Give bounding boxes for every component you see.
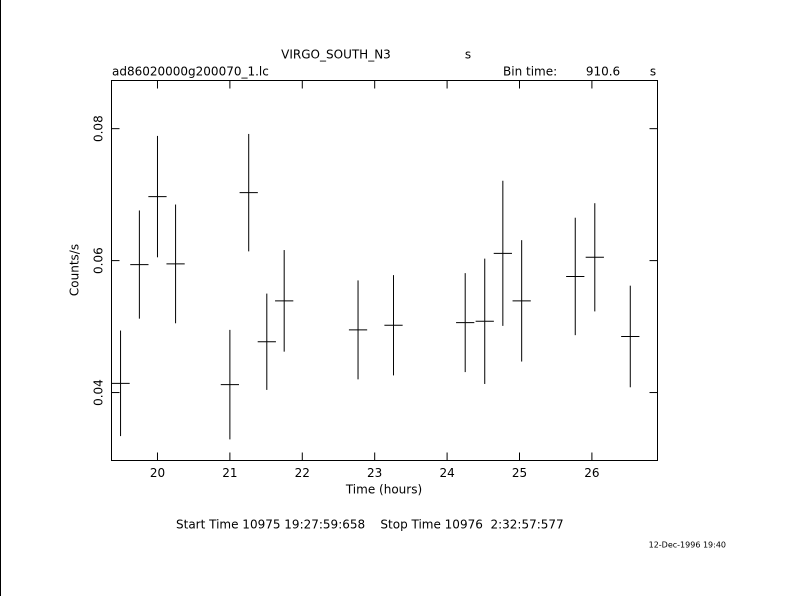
x-tick-label: 23 <box>367 466 382 480</box>
timestamp: 12-Dec-1996 19:40 <box>649 541 726 550</box>
x-tick-label: 21 <box>222 466 237 480</box>
bin-time: 910.6 <box>586 65 620 79</box>
chart-title: VIRGO_SOUTH_N3 <box>281 48 391 62</box>
bin-time-unit: s <box>650 65 656 79</box>
x-tick-label: 26 <box>584 466 599 480</box>
x-tick-label: 22 <box>295 466 310 480</box>
x-tick-label: 20 <box>150 466 165 480</box>
plot-frame <box>111 80 658 461</box>
x-tick-label: 25 <box>512 466 527 480</box>
x-tick-label: 24 <box>439 466 454 480</box>
title-unit: s <box>465 48 471 62</box>
y-tick-label: 0.06 <box>92 247 106 274</box>
y-axis-label: Counts/s <box>68 244 82 296</box>
bin-time-label: Bin time: <box>503 65 557 79</box>
footer: Start Time 10975 19:27:59:658 Stop Time … <box>176 518 564 532</box>
y-tick-label: 0.04 <box>92 379 106 406</box>
y-tick-label: 0.08 <box>92 115 106 142</box>
file-name: ad86020000g200070_1.lc <box>112 65 269 79</box>
x-axis-label: Time (hours) <box>345 483 422 497</box>
